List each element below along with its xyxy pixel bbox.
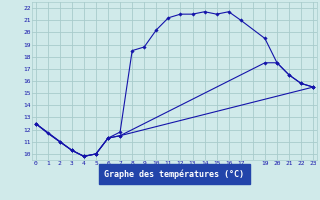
X-axis label: Graphe des températures (°C): Graphe des températures (°C) xyxy=(104,169,244,179)
